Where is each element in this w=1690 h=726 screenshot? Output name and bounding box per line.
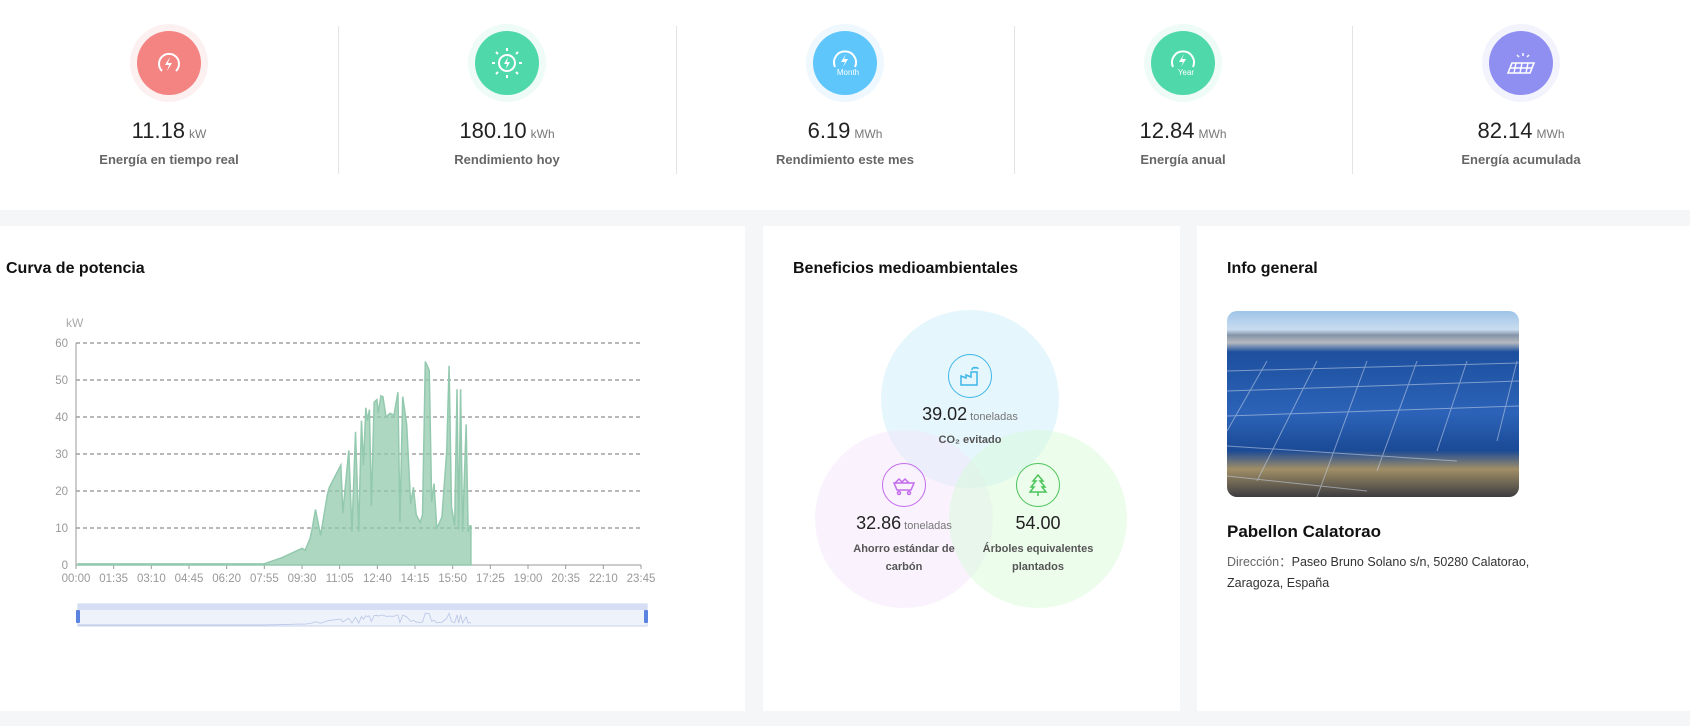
x-tick-label: 09:30 xyxy=(288,573,317,585)
co2-circle xyxy=(881,310,1059,488)
x-tick-label: 19:00 xyxy=(514,573,543,585)
power-area xyxy=(77,361,472,566)
unit: toneladas xyxy=(970,411,1018,423)
environment-card: Beneficios medioambientales 39.02 tonelad… xyxy=(763,226,1180,711)
x-tick-label: 00:00 xyxy=(62,573,91,585)
address-label: Dirección： xyxy=(1227,555,1292,569)
icon-halo xyxy=(468,24,546,102)
y-tick-label: 0 xyxy=(62,560,68,572)
unit: toneladas xyxy=(904,520,952,532)
x-tick-label: 11:05 xyxy=(326,573,354,585)
trees-value: 54.00 xyxy=(1015,513,1061,533)
slider-top-bar xyxy=(78,604,647,610)
trees-circle xyxy=(949,430,1127,608)
stat-label: Rendimiento este mes xyxy=(776,152,914,167)
plant-photo xyxy=(1227,311,1519,497)
stat-0: 11.18 kW Energía en tiempo real xyxy=(0,0,338,210)
y-tick-label: 50 xyxy=(55,375,68,387)
power-curve-card: Curva de potencia kW 0 10 20 30 40 50 60 00:00 01… xyxy=(0,226,745,711)
co2-item: 39.02 toneladas CO₂ evitado xyxy=(880,354,1060,449)
stat-3: Year 12.84 MWh Energía anual xyxy=(1014,0,1352,210)
stats-bar: 11.18 kW Energía en tiempo real 180.10 kWh… xyxy=(0,0,1690,210)
value: 82.14 xyxy=(1477,118,1533,143)
value: 180.10 xyxy=(459,118,527,143)
icon-halo xyxy=(1482,24,1560,102)
coal-value: 32.86 xyxy=(856,513,902,533)
power-chart: kW 0 10 20 30 40 50 60 00:00 01:35 03:10 04:45 06:20… xyxy=(55,316,656,627)
stat-value: 12.84 MWh xyxy=(1014,118,1352,144)
stat-label: Energía en tiempo real xyxy=(99,152,239,167)
y-axis-unit: kW xyxy=(66,316,84,330)
x-tick-label: 03:10 xyxy=(137,573,166,585)
y-tick-label: 30 xyxy=(55,449,68,461)
stat-label: Energía anual xyxy=(1140,152,1226,167)
slider-handle-left[interactable] xyxy=(76,610,80,623)
card-title: Beneficios medioambientales xyxy=(793,260,1018,277)
value: 11.18 xyxy=(131,118,186,143)
factory-icon xyxy=(948,354,992,398)
x-tick-label: 12:40 xyxy=(363,573,392,585)
y-tick-label: 20 xyxy=(55,486,68,498)
stat-value: 82.14 MWh xyxy=(1352,118,1690,144)
trees-label: Árboles equivalentes plantados xyxy=(982,543,1094,573)
trees-item: 54.00 Árboles equivalentes plantados xyxy=(948,463,1128,576)
icon-text: Year xyxy=(1178,68,1195,77)
x-tick-label: 22:10 xyxy=(589,573,618,585)
x-tick-label: 15:50 xyxy=(438,573,467,585)
info-card: Info general Pabellon Calatorao Direcció… xyxy=(1197,226,1690,711)
y-tick-label: 60 xyxy=(55,338,68,350)
power-gauge-icon xyxy=(137,31,201,95)
address-value: Paseo Bruno Solano s/n, 50280 Calatorao,… xyxy=(1227,555,1530,590)
co2-value: 39.02 xyxy=(922,404,968,424)
stat-label: Energía acumulada xyxy=(1461,152,1581,167)
year-bolt-icon: Year xyxy=(1151,31,1215,95)
unit: MWh xyxy=(1198,127,1227,141)
x-tick-label: 23:45 xyxy=(627,573,656,585)
coal-item: 32.86 toneladas Ahorro estándar de carbón xyxy=(814,463,994,576)
card-title: Curva de potencia xyxy=(6,260,145,277)
unit: MWh xyxy=(1536,127,1565,141)
x-tick-label: 20:35 xyxy=(551,573,580,585)
icon-halo: Year xyxy=(1144,24,1222,102)
stat-value: 6.19 MWh xyxy=(676,118,1014,144)
x-tick-label: 07:55 xyxy=(250,573,279,585)
plant-address: Dirección：Paseo Bruno Solano s/n, 50280 … xyxy=(1227,552,1547,594)
plant-name: Pabellon Calatorao xyxy=(1227,522,1381,541)
solar-panel-icon xyxy=(1489,31,1553,95)
card-title: Info general xyxy=(1227,260,1318,277)
stat-1: 180.10 kWh Rendimiento hoy xyxy=(338,0,676,210)
stat-value: 11.18 kW xyxy=(0,118,338,144)
x-tick-label: 04:45 xyxy=(175,573,204,585)
stat-4: 82.14 MWh Energía acumulada xyxy=(1352,0,1690,210)
stat-2: Month 6.19 MWh Rendimiento este mes xyxy=(676,0,1014,210)
unit: kW xyxy=(189,127,207,141)
month-bolt-icon: Month xyxy=(813,31,877,95)
slider-handle-right[interactable] xyxy=(644,610,648,623)
x-tick-label: 01:35 xyxy=(99,573,128,585)
value: 6.19 xyxy=(807,118,851,143)
value: 12.84 xyxy=(1139,118,1195,143)
icon-text: Month xyxy=(837,68,859,77)
stat-label: Rendimiento hoy xyxy=(454,152,560,167)
unit: MWh xyxy=(854,127,883,141)
x-tick-label: 14:15 xyxy=(401,573,430,585)
coal-circle xyxy=(815,430,993,608)
icon-halo xyxy=(130,24,208,102)
coal-label: Ahorro estándar de carbón xyxy=(853,543,955,573)
y-tick-label: 40 xyxy=(55,412,68,424)
sun-bolt-icon xyxy=(475,31,539,95)
co2-label: CO₂ evitado xyxy=(938,434,1002,446)
unit: kWh xyxy=(530,127,555,141)
x-tick-label: 06:20 xyxy=(212,573,241,585)
icon-halo: Month xyxy=(806,24,884,102)
y-tick-label: 10 xyxy=(55,523,68,535)
slider-preview xyxy=(77,612,471,626)
x-tick-label: 17:25 xyxy=(476,573,505,585)
stat-value: 180.10 kWh xyxy=(338,118,676,144)
coal-cart-icon xyxy=(882,463,926,507)
tree-icon xyxy=(1016,463,1060,507)
